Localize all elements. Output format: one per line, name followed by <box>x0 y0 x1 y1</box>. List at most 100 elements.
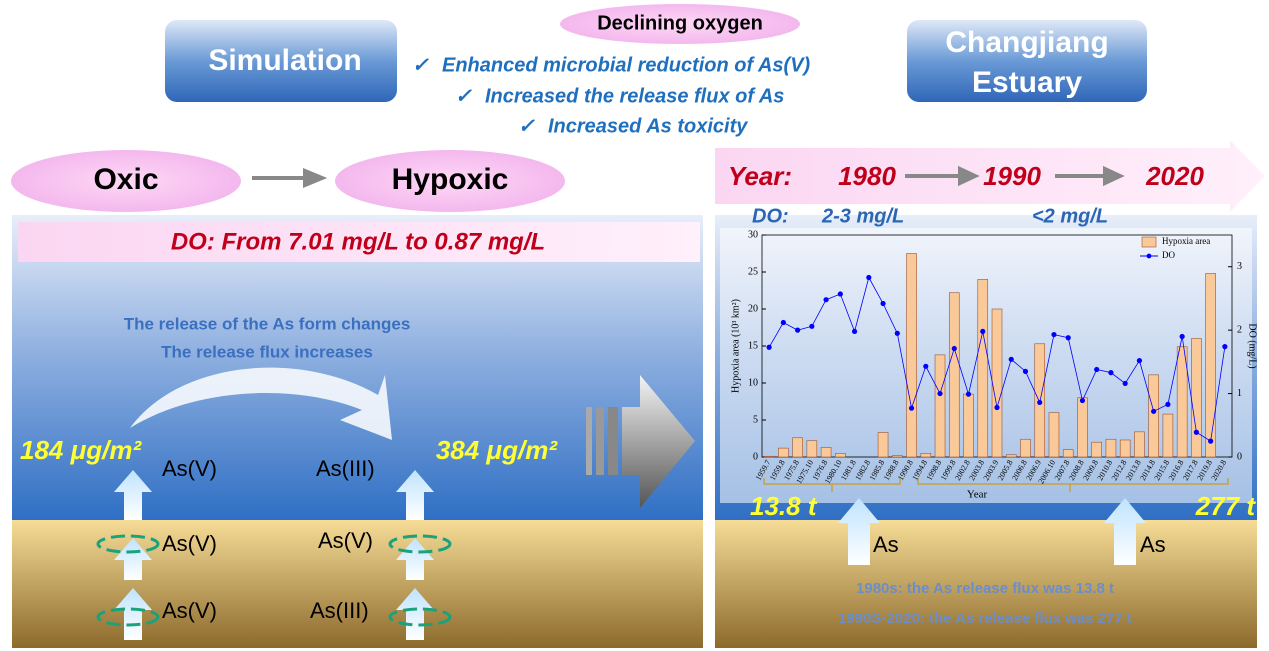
y2-tick-label: 1 <box>1237 388 1242 399</box>
flux-label: 277 t <box>1195 491 1257 521</box>
point <box>923 363 929 369</box>
point <box>894 330 900 336</box>
legend-swatch <box>1141 236 1157 248</box>
bar <box>763 455 775 458</box>
species: As(V) <box>162 598 217 623</box>
point <box>1022 368 1029 374</box>
point <box>1065 335 1071 341</box>
curved-arrow <box>130 367 392 440</box>
oxic-ellipse <box>11 150 241 212</box>
y2-axis-label: DO (mg/L) <box>1247 323 1258 368</box>
y-tick-label: 20 <box>748 303 758 314</box>
point <box>965 391 972 397</box>
bar <box>1191 338 1202 458</box>
bar <box>1105 438 1117 458</box>
note: The release of the As form changes <box>124 314 411 333</box>
period-braces <box>763 478 1229 492</box>
point <box>951 345 957 352</box>
state-label: Oxic <box>93 163 158 196</box>
flux-label: 13.8 t <box>750 491 818 521</box>
timeline-label: Year: <box>728 161 792 191</box>
bar <box>792 437 803 458</box>
bar <box>948 292 960 458</box>
point <box>937 390 943 397</box>
do-range: DO: From 7.01 mg/L to 0.87 mg/L <box>171 228 545 255</box>
bar <box>1148 374 1159 458</box>
title-ellipse <box>560 4 800 44</box>
bar <box>1134 431 1145 458</box>
point <box>766 344 772 350</box>
point <box>1222 344 1228 350</box>
bar <box>1048 412 1060 458</box>
point <box>1108 370 1114 376</box>
right-box-label: Changjiang <box>945 26 1108 59</box>
legend-label: Hypoxia area <box>1162 236 1210 246</box>
x-axis-label: Year <box>967 489 988 501</box>
legend-label: DO <box>1162 250 1175 260</box>
note: The release flux increases <box>161 342 373 361</box>
bar <box>1205 273 1216 458</box>
bar <box>1062 449 1074 458</box>
bullet: ✓ <box>455 85 472 107</box>
bar <box>1091 441 1102 458</box>
point <box>795 327 801 333</box>
point <box>880 300 886 307</box>
y2-tick-label: 2 <box>1237 324 1242 335</box>
y-tick-label: 15 <box>748 340 758 351</box>
hypoxic-ellipse <box>335 150 565 212</box>
bar <box>991 308 1003 458</box>
y-tick-label: 30 <box>748 229 758 240</box>
flux-label: 384 μg/m² <box>436 435 559 465</box>
center-title: Declining oxygen <box>597 12 763 34</box>
point <box>1008 356 1014 362</box>
y-tick-label: 0 <box>753 451 758 462</box>
bullet: ✓ <box>412 54 429 76</box>
point <box>780 319 786 326</box>
bar <box>806 440 818 458</box>
bullet: ✓ <box>518 115 535 137</box>
point <box>1136 357 1143 364</box>
finding: Enhanced microbial reduction of As(V) <box>442 54 811 76</box>
species: As(III) <box>316 456 375 481</box>
y2-tick-label: 0 <box>1237 451 1242 462</box>
species: As(V) <box>318 528 373 553</box>
point <box>837 291 843 297</box>
bar <box>778 447 789 458</box>
sediment-right <box>715 520 1257 648</box>
point <box>1037 399 1043 406</box>
right-box-label: Estuary <box>972 66 1082 99</box>
summary: 1980s: the As release flux was 13.8 t <box>856 580 1114 597</box>
transition-arrow <box>586 375 695 508</box>
legend-swatch <box>1146 253 1152 259</box>
point <box>1208 438 1214 444</box>
bar <box>906 253 917 458</box>
species: As(III) <box>310 598 369 623</box>
simulation-box <box>165 20 397 102</box>
bar <box>963 393 974 458</box>
year-arrows <box>905 165 1125 187</box>
point <box>1151 408 1157 414</box>
bar <box>877 432 889 458</box>
y-axis-label: Hypoxia area (10³ km²) <box>730 299 741 393</box>
bar <box>820 447 832 458</box>
y-tick-label: 10 <box>748 377 758 388</box>
point <box>1165 401 1171 407</box>
finding: Increased the release flux of As <box>485 85 784 107</box>
do-value: 2-3 mg/L <box>821 205 904 227</box>
bar <box>1020 438 1031 458</box>
bar <box>1077 397 1088 458</box>
left-box-label: Simulation <box>208 44 361 77</box>
point <box>994 404 1000 411</box>
point <box>1079 397 1086 404</box>
bar <box>977 279 989 458</box>
point <box>1094 366 1100 373</box>
point <box>980 328 986 335</box>
up-arrows <box>114 470 1146 640</box>
flux-label: 184 μg/m² <box>20 435 143 465</box>
estuary-box <box>907 20 1147 102</box>
bar <box>934 354 946 458</box>
point <box>851 328 858 335</box>
bar <box>920 452 932 458</box>
species: As(V) <box>162 531 217 556</box>
